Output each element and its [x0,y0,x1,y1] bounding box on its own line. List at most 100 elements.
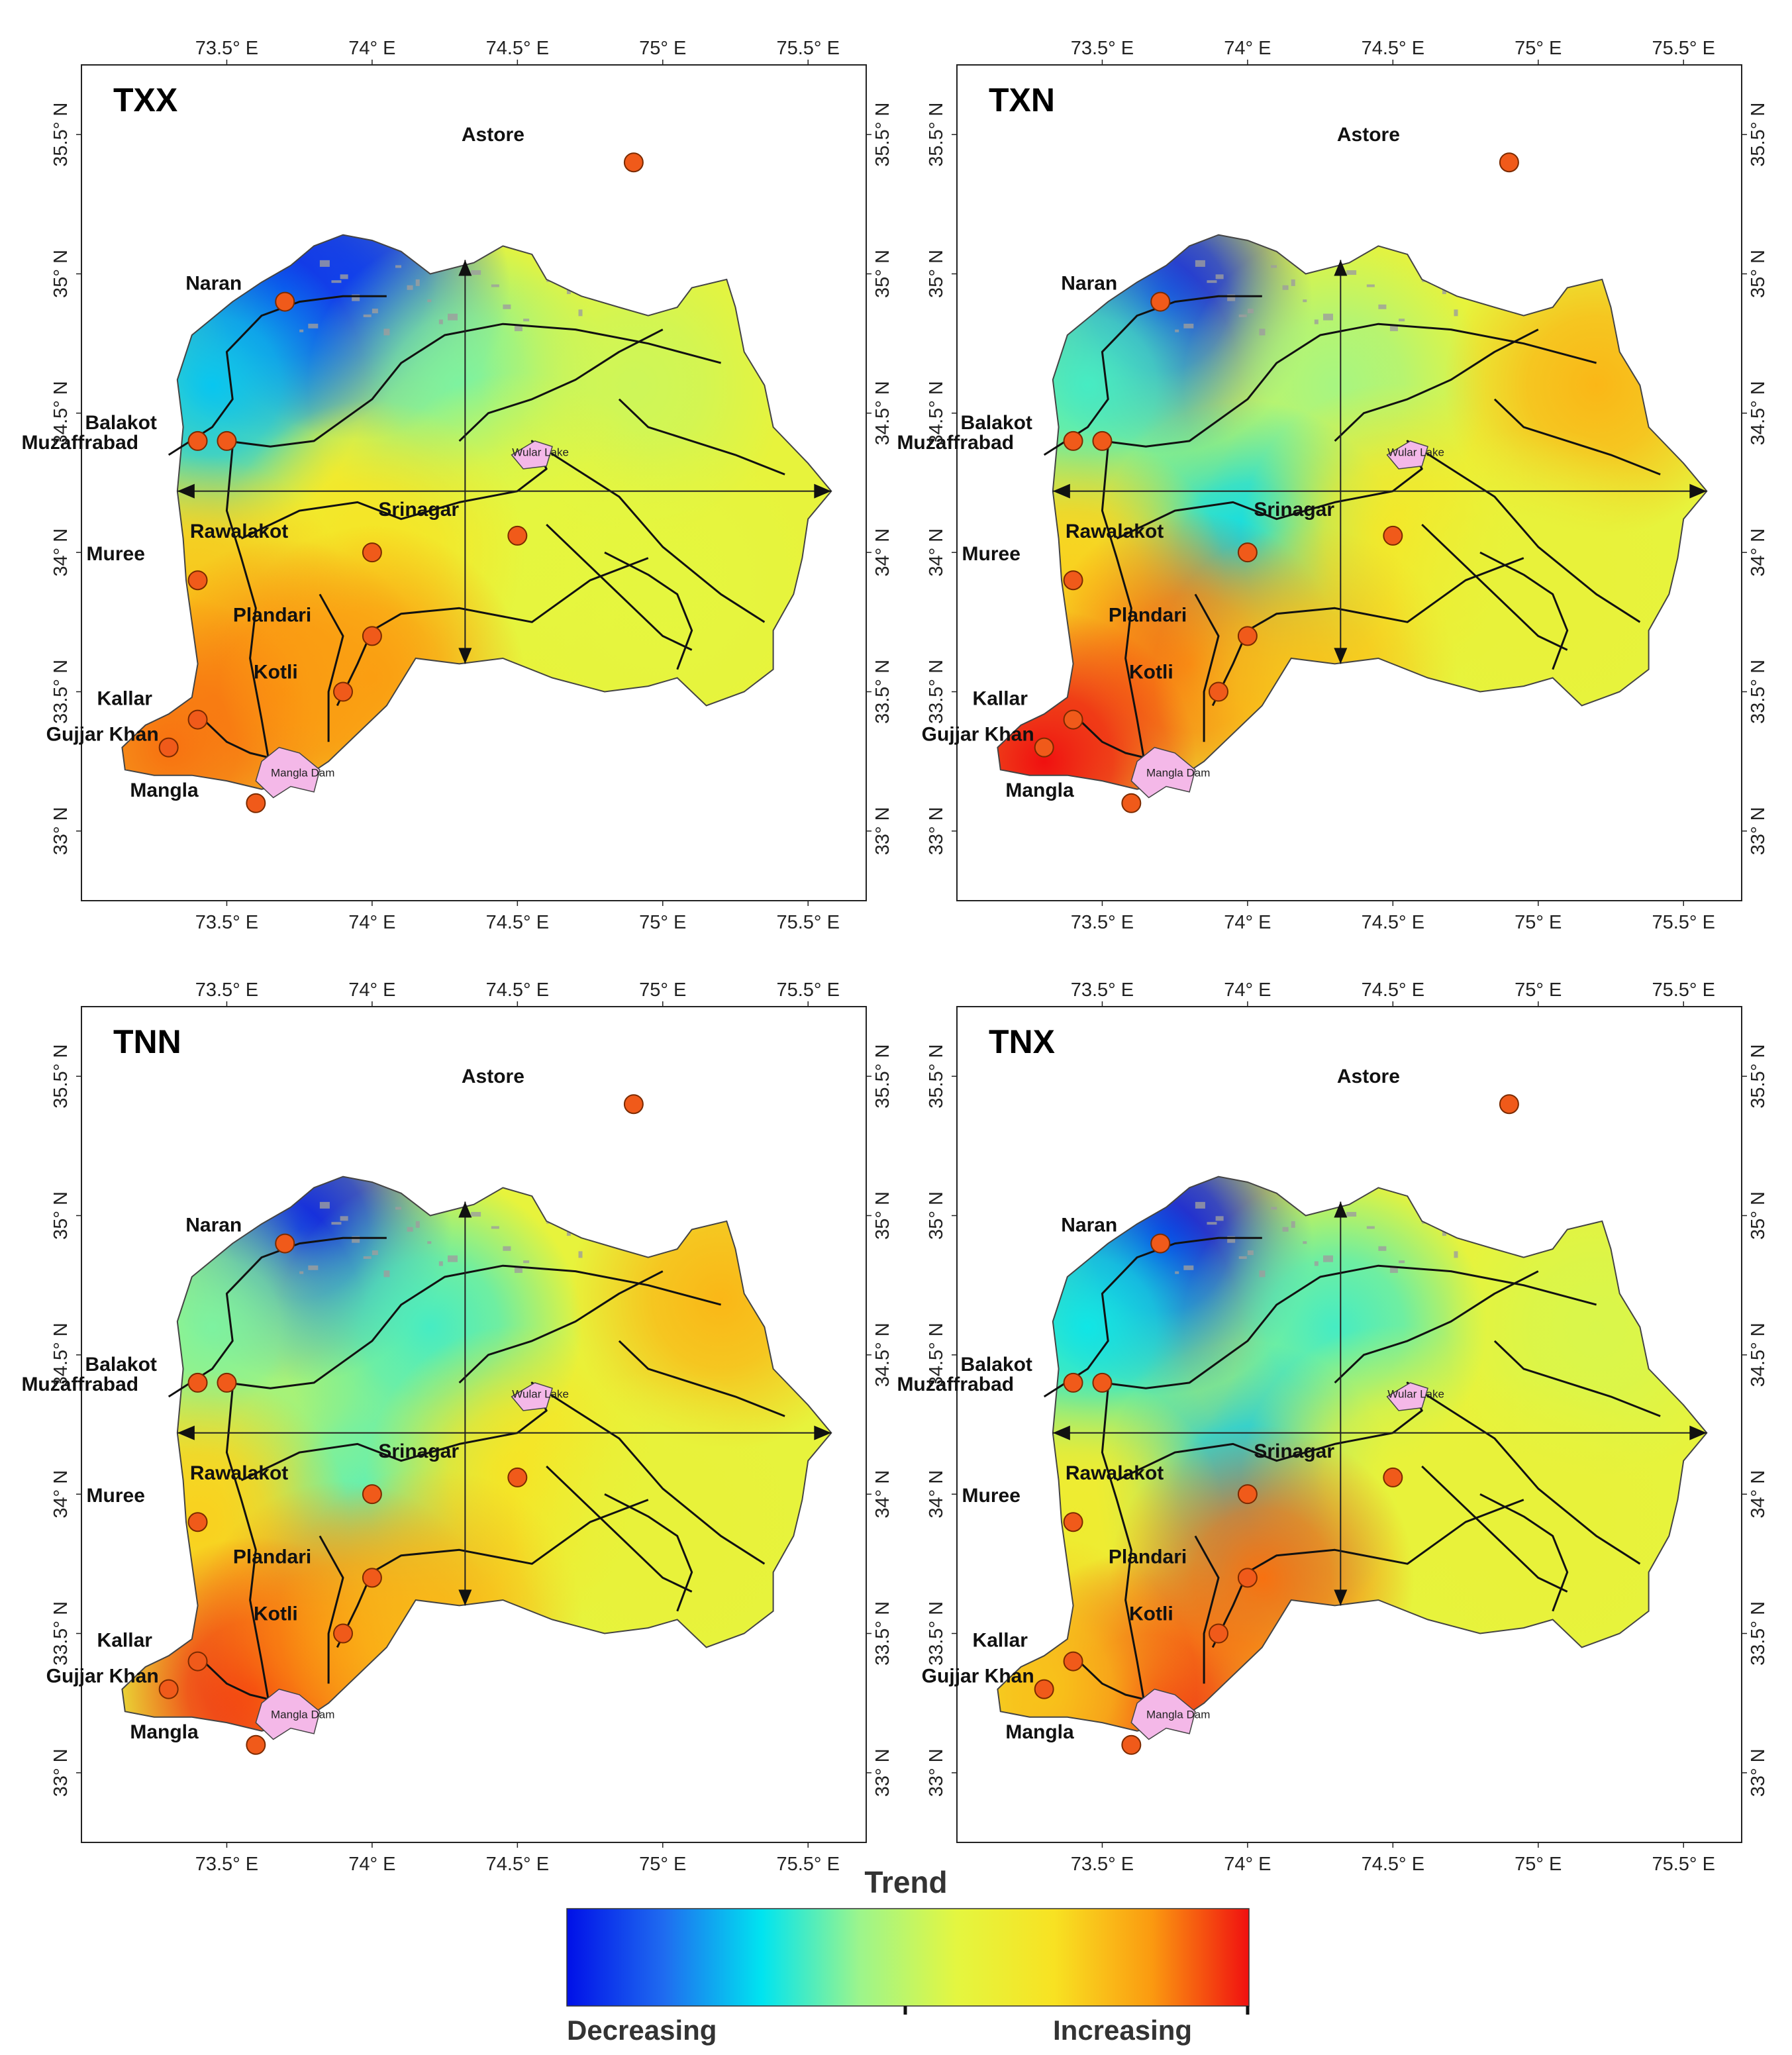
station-marker [362,1484,382,1505]
river-line [1493,398,1661,476]
station-label: Srinagar [378,499,459,521]
station-marker [246,1734,266,1755]
river-line [604,1493,693,1612]
glacier-patch [1247,309,1254,314]
crosshair-arrow-north [458,1201,472,1218]
station-label: Muree [962,543,1020,565]
panel-title: TXN [989,81,1055,119]
trend-sample [1385,428,1691,733]
glacier-patch [1175,329,1179,332]
station-label: Mangla [130,1721,199,1743]
glacier-patch [427,1241,432,1244]
station-marker [362,1568,382,1588]
river-line [240,440,766,623]
crosshair-arrow-north [1334,1201,1348,1218]
glacier-patch [1183,323,1194,328]
station-label: Plandari [233,604,311,626]
lon-tick-bottom: 74.5° E [486,912,549,933]
glacier-patch [1346,270,1357,276]
crosshair-arrow-south [1334,1589,1348,1606]
station-label: Balakot [85,412,157,434]
legend: Trend Decreasing Increasing [566,1865,1250,2046]
glacier-patch [1271,1207,1277,1210]
lat-tick-left: 33° N [926,807,947,855]
lat-tick-right: 33° N [872,807,893,855]
station-marker [158,737,179,758]
crosshair-arrow-south [458,1589,472,1606]
trend-sample [510,428,815,733]
legend-low-label: Decreasing [567,2015,717,2046]
station-label: Muree [87,543,145,565]
glacier-patch [352,1236,360,1243]
lat-tick-left: 33.5° N [926,660,947,724]
lat-tick-left: 34° N [50,1470,72,1519]
glacier-patch [566,289,571,295]
river-line [1101,1388,1147,1712]
river-line [168,1236,387,1398]
station-marker [1063,1651,1083,1672]
river-line [458,328,664,442]
glacier-patch [503,1246,511,1251]
wular-lake-shape [1386,1382,1428,1411]
lon-tick-top: 75.5° E [1652,38,1715,59]
lon-tick-bottom: 73.5° E [195,912,258,933]
station-label: Muree [962,1485,1020,1507]
lat-tick-left: 33° N [50,1748,72,1797]
station-marker [187,570,208,591]
station-label: Balakot [961,1354,1032,1376]
lat-tick-right: 35.5° N [872,1044,893,1109]
glacier-patch [503,304,511,309]
station-marker [1209,681,1228,702]
station-marker [1209,1623,1228,1644]
station-marker [1383,1467,1403,1487]
station-label: Plandari [1109,604,1187,626]
lake-label: Mangla Dam [271,766,334,779]
lake-label: Wular Lake [512,1388,569,1401]
lat-tick-left: 35° N [50,250,72,298]
crosshair-arrow-north [458,260,472,276]
river-line [1493,1340,1661,1417]
glacier-patch [1378,1246,1387,1251]
river-line [1211,557,1524,707]
station-label: Rawalakot [1066,521,1164,542]
station-marker [1063,430,1083,451]
station-label: Kallar [973,1630,1028,1652]
lake-label: Wular Lake [1387,1388,1444,1401]
station-label: Astore [1337,124,1400,146]
river-line [225,446,272,770]
glacier-patch [299,1271,304,1274]
lon-tick-bottom: 74.5° E [1362,912,1424,933]
station-marker [1063,570,1083,591]
glacier-patch [1207,280,1217,283]
lat-tick-right: 34° N [872,1470,893,1519]
station-label: Srinagar [1254,499,1334,521]
wular-lake-shape [1386,440,1428,470]
river-line [1479,1493,1569,1612]
lat-tick-right: 35.5° N [1748,103,1769,167]
lat-tick-right: 35° N [1748,250,1769,298]
river-line [546,524,693,651]
station-marker [333,681,353,702]
station-label: Astore [1337,1066,1400,1087]
lon-tick-bottom: 75.5° E [776,1854,839,1875]
lat-tick-left: 34.5° N [926,1323,947,1387]
river-line [336,557,649,707]
lon-tick-bottom: 74° E [348,1854,395,1875]
river-line [319,593,344,742]
lon-tick-top: 74.5° E [1362,38,1424,59]
trend-sample [997,609,1197,789]
station-marker [1237,542,1258,563]
station-marker [623,1094,644,1115]
station-label: Kotli [1129,662,1173,683]
crosshair-arrow-west [1052,1425,1070,1440]
glacier-patch [1282,285,1289,290]
station-marker [1383,525,1403,546]
crosshair-arrow-east [814,483,832,499]
station-marker [1237,1484,1258,1505]
glacier-patch [1366,284,1375,287]
glacier-patch [471,270,481,276]
river-line [458,1270,664,1383]
station-label: Muzaffrabad [897,432,1014,454]
trend-sample [510,1370,815,1675]
lat-tick-right: 35° N [872,250,893,298]
